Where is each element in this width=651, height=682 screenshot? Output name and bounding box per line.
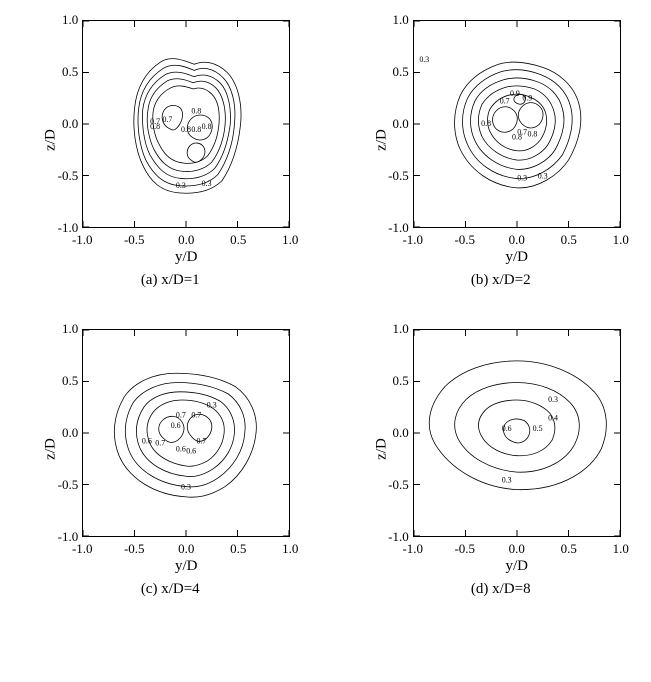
contour-label: 0.3	[502, 475, 512, 484]
contour-label: 0.6	[176, 445, 186, 454]
y-tick-label: -1.0	[42, 529, 78, 545]
x-tick-label: 1.0	[282, 541, 298, 557]
contour-level-0.3	[429, 361, 606, 490]
x-tick-label: 0.0	[178, 232, 194, 248]
contour-label: 0.3	[548, 395, 558, 404]
contour-label: 0.3	[517, 174, 527, 183]
x-tick-label: 1.0	[613, 232, 629, 248]
x-axis-label: y/D	[413, 249, 621, 266]
x-tick-label: 0.0	[178, 541, 194, 557]
plot-area: 0.30.30.70.80.70.80.80.80.8	[82, 20, 290, 228]
contour-label: 0.3	[538, 172, 548, 181]
y-tick-label: -0.5	[42, 168, 78, 184]
panel-caption: (c) x/D=4	[141, 581, 200, 598]
x-tick-label: 0.5	[230, 232, 246, 248]
x-tick-label: -0.5	[454, 232, 475, 248]
contour-label: 0.8	[202, 122, 212, 131]
figure-grid: z/D0.30.30.70.80.70.80.80.80.8-1.0-0.50.…	[10, 10, 651, 598]
contour-label: 0.3	[419, 55, 429, 64]
contour-level-0.8	[518, 103, 543, 128]
contour-label: 0.3	[202, 179, 212, 188]
contour-label: 0.3	[176, 181, 186, 190]
y-tick-label: 0.0	[373, 425, 409, 441]
contour-label: 0.7	[163, 115, 173, 124]
contour-label: 0.8	[481, 119, 491, 128]
y-tick-label: -1.0	[42, 220, 78, 236]
contour-label: 0.7	[156, 438, 166, 447]
panel-caption: (a) x/D=1	[141, 272, 200, 289]
contour-label: 0.6	[186, 447, 196, 456]
y-tick-label: -1.0	[373, 220, 409, 236]
y-axis-label: z/D	[373, 438, 390, 460]
y-tick-label: -0.5	[373, 477, 409, 493]
contour-level-0.4	[126, 382, 246, 486]
y-tick-label: 0.5	[42, 373, 78, 389]
contour-label: 0.7	[197, 436, 207, 445]
contour-label: 0.3	[207, 400, 217, 409]
panel-d: z/D0.30.40.50.60.3-1.0-0.50.00.51.0-1.0-…	[341, 319, 651, 598]
contour-label: 0.9	[510, 89, 520, 98]
y-tick-label: 1.0	[373, 321, 409, 337]
x-tick-label: -0.5	[454, 541, 475, 557]
contour-label: 0.7	[192, 411, 202, 420]
y-tick-label: 0.5	[42, 64, 78, 80]
y-tick-label: -0.5	[42, 477, 78, 493]
x-tick-label: 0.0	[509, 541, 525, 557]
plot-area: 0.30.70.70.60.60.70.60.60.70.3	[82, 329, 290, 537]
x-tick-label: 1.0	[613, 541, 629, 557]
panel-b: z/D0.30.30.30.80.70.90.90.70.80.8-1.0-0.…	[341, 10, 651, 289]
contour-label: 0.8	[192, 125, 202, 134]
panel-c: z/D0.30.70.70.60.60.70.60.60.70.3-1.0-0.…	[10, 319, 331, 598]
y-axis-label: z/D	[43, 129, 60, 151]
contour-label: 0.6	[142, 436, 152, 445]
x-tick-label: -0.5	[124, 232, 145, 248]
y-tick-label: 0.0	[42, 425, 78, 441]
contour-label: 0.8	[150, 122, 160, 131]
x-axis-label: y/D	[82, 558, 290, 575]
y-tick-label: 0.0	[373, 116, 409, 132]
contour-level-0.5	[478, 400, 554, 456]
x-axis-label: y/D	[413, 558, 621, 575]
y-tick-label: 1.0	[42, 12, 78, 28]
y-tick-label: 1.0	[373, 12, 409, 28]
y-tick-label: 0.5	[373, 64, 409, 80]
contour-label: 0.9	[522, 93, 532, 102]
y-tick-label: 0.5	[373, 373, 409, 389]
y-tick-label: 1.0	[42, 321, 78, 337]
panel-a: z/D0.30.30.70.80.70.80.80.80.8-1.0-0.50.…	[10, 10, 331, 289]
contour-level-0.5	[137, 392, 235, 477]
plot-area: 0.30.30.30.80.70.90.90.70.80.8	[413, 20, 621, 228]
x-axis-label: y/D	[82, 249, 290, 266]
contour-level-0.4	[454, 382, 579, 472]
contour-label: 0.7	[499, 96, 509, 105]
plot-area: 0.3 0.4 0.5 0.6 0.3	[413, 329, 621, 537]
x-tick-label: 0.5	[561, 232, 577, 248]
contour-label: 0.6	[502, 424, 512, 433]
contour-label: 0.8	[512, 132, 522, 141]
x-tick-label: 0.5	[561, 541, 577, 557]
y-axis-label: z/D	[373, 129, 390, 151]
x-tick-label: 1.0	[282, 232, 298, 248]
contour-label: 0.7	[176, 411, 186, 420]
panel-caption: (d) x/D=8	[471, 581, 531, 598]
contour-label: 0.8	[192, 107, 202, 116]
contour-level-0.8	[492, 107, 517, 133]
contour-label: 0.6	[171, 421, 181, 430]
y-tick-label: -0.5	[373, 168, 409, 184]
y-axis-label: z/D	[43, 438, 60, 460]
panel-caption: (b) x/D=2	[471, 272, 531, 289]
contour-label: 0.5	[532, 424, 542, 433]
x-tick-label: 0.0	[509, 232, 525, 248]
y-tick-label: 0.0	[42, 116, 78, 132]
contour-label: 0.8	[527, 129, 537, 138]
x-tick-label: -0.5	[124, 541, 145, 557]
contour-label: 0.4	[548, 414, 558, 423]
x-tick-label: 0.5	[230, 541, 246, 557]
contour-label: 0.3	[181, 483, 191, 492]
y-tick-label: -1.0	[373, 529, 409, 545]
contour-label: 0.8	[181, 125, 191, 134]
contour-level-0.8	[187, 143, 205, 162]
